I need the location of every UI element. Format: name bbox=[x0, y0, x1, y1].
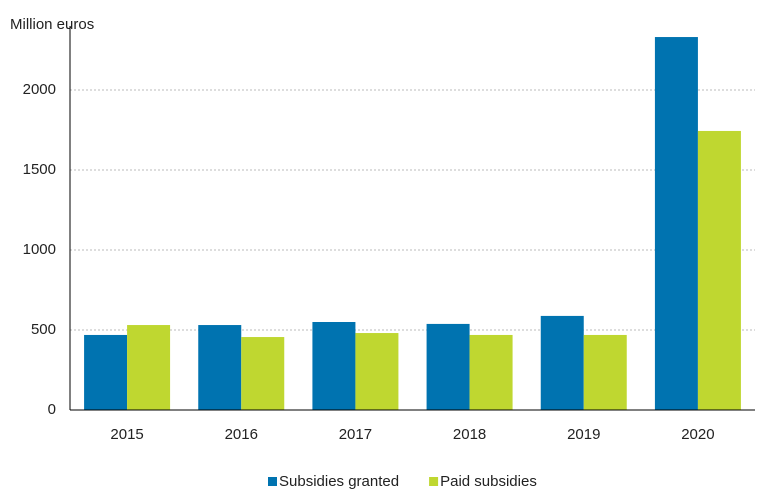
x-tick-label: 2018 bbox=[453, 426, 486, 443]
legend-label: Subsidies granted bbox=[279, 473, 399, 490]
y-axis-label: Million euros bbox=[10, 16, 94, 33]
bar bbox=[355, 333, 399, 410]
bar bbox=[654, 37, 698, 410]
x-tick-label: 2019 bbox=[567, 426, 600, 443]
bar bbox=[426, 323, 470, 410]
y-tick-label: 500 bbox=[31, 321, 56, 338]
bar bbox=[241, 337, 285, 410]
x-tick-label: 2016 bbox=[225, 426, 258, 443]
legend-swatch bbox=[429, 477, 439, 486]
y-tick-label: 2000 bbox=[23, 81, 56, 98]
y-tick-label: 1500 bbox=[23, 161, 56, 178]
bar bbox=[127, 325, 171, 410]
bar bbox=[697, 130, 741, 410]
bar bbox=[540, 315, 584, 410]
bar bbox=[84, 334, 128, 410]
x-tick-label: 2015 bbox=[110, 426, 143, 443]
bar bbox=[312, 322, 356, 410]
y-tick-label: 1000 bbox=[23, 241, 56, 258]
bar bbox=[469, 334, 513, 410]
bar bbox=[583, 334, 627, 410]
x-tick-label: 2020 bbox=[681, 426, 714, 443]
legend-swatch bbox=[268, 477, 277, 486]
y-tick-label: 0 bbox=[48, 401, 56, 418]
x-tick-label: 2017 bbox=[339, 426, 372, 443]
bar bbox=[198, 325, 242, 410]
legend-label: Paid subsidies bbox=[440, 473, 537, 490]
